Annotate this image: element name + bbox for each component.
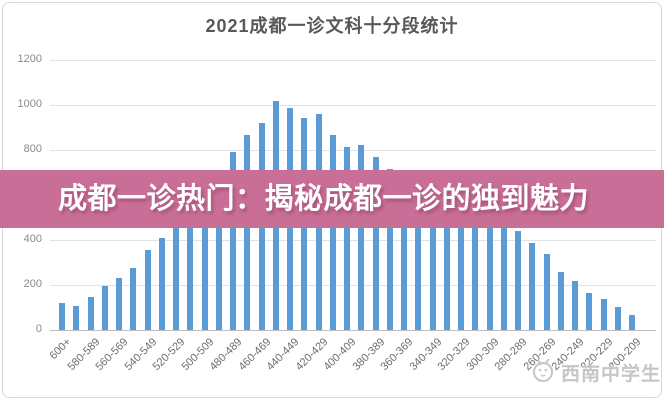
bar-530-539	[158, 238, 165, 330]
watermark: 西南中学生	[530, 356, 661, 389]
gridline	[50, 239, 656, 241]
bar-360-369	[401, 179, 407, 330]
bar-200-209	[629, 315, 635, 330]
bar-510-519	[187, 204, 194, 330]
bar-600+	[59, 303, 65, 330]
bar-500-509	[201, 186, 208, 330]
bar-350-359	[415, 186, 422, 330]
bar-590-599	[73, 306, 80, 330]
bar-580-589	[87, 297, 94, 330]
bar-220-229	[600, 299, 607, 330]
bar-390-399	[358, 145, 365, 330]
gridline	[50, 284, 656, 286]
bar-280-289	[515, 231, 521, 330]
mascot-logo-icon	[530, 356, 556, 389]
bar-320-329	[458, 200, 464, 330]
bar-560-569	[116, 278, 122, 330]
y-tick-label: 0	[35, 323, 42, 335]
bar-230-239	[586, 293, 593, 330]
bar-490-499	[215, 172, 222, 330]
y-tick-label: 1200	[17, 53, 42, 65]
y-tick-label: 400	[23, 233, 42, 245]
bar-300-309	[486, 210, 493, 330]
y-tick-label: 200	[23, 278, 42, 290]
gridline	[50, 149, 656, 151]
x-axis-line	[50, 329, 656, 331]
bar-380-389	[372, 157, 379, 330]
bar-250-259	[557, 272, 564, 330]
bar-410-419	[329, 135, 336, 330]
headline-banner-background	[0, 170, 664, 228]
bar-210-219	[614, 307, 621, 330]
bar-330-339	[443, 197, 450, 330]
bar-340-349	[429, 192, 436, 330]
bar-310-319	[472, 203, 479, 330]
bar-240-249	[572, 281, 578, 330]
bar-550-559	[130, 268, 137, 330]
gridline	[50, 59, 656, 61]
bar-570-579	[101, 286, 108, 330]
bar-260-269	[543, 254, 550, 330]
bar-290-299	[500, 220, 507, 330]
watermark-text: 西南中学生	[561, 364, 662, 385]
y-tick-label: 800	[23, 143, 42, 155]
chart-title: 2021成都一诊文科十分段统计	[205, 16, 459, 36]
bar-480-489	[230, 152, 236, 330]
bar-520-529	[173, 222, 179, 330]
y-tick-label: 1000	[17, 98, 42, 110]
headline-banner: 成都一诊热门：揭秘成都一诊的独到魅力	[0, 170, 664, 228]
bar-270-279	[529, 243, 536, 330]
gridline	[50, 104, 656, 106]
bar-400-409	[344, 147, 350, 330]
bar-540-549	[144, 250, 151, 330]
headline-banner-text: 成都一诊热门：揭秘成都一诊的独到魅力	[58, 183, 590, 215]
bar-370-379	[386, 169, 393, 330]
bar-470-479	[244, 135, 251, 330]
